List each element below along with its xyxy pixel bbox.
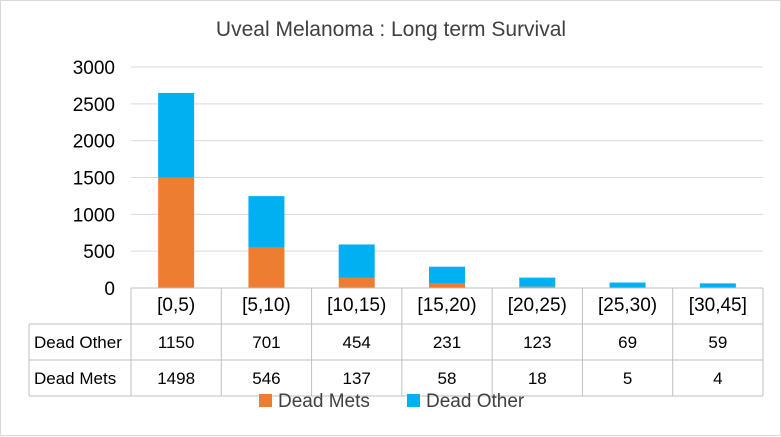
- table-cell: 69: [618, 333, 637, 352]
- legend: Dead Mets Dead Other: [259, 391, 525, 412]
- y-tick-label: 2000: [73, 132, 115, 153]
- x-category-label: [10,15): [327, 295, 386, 316]
- legend-label: Dead Other: [426, 391, 525, 412]
- x-category-label: [5,10): [242, 295, 291, 316]
- table-cell: 546: [252, 369, 280, 388]
- table-cell: 1150: [158, 333, 195, 352]
- bar-segment-dead-other: [158, 93, 194, 178]
- legend-swatch: [259, 394, 272, 407]
- table-cell: 123: [523, 333, 551, 352]
- y-tick-label: 500: [83, 242, 115, 263]
- table-cell: 454: [343, 333, 371, 352]
- bar-segment-dead-other: [339, 244, 375, 277]
- y-tick-label: 1500: [73, 169, 115, 190]
- x-category-label: [30,45]: [689, 295, 747, 316]
- table-cell: 5: [623, 369, 632, 388]
- y-tick-label: 1000: [73, 205, 115, 226]
- table-cell: 137: [343, 369, 371, 388]
- y-tick-label: 3000: [73, 58, 115, 79]
- y-tick-label: 2500: [73, 95, 115, 116]
- data-table: [0,5) [5,10) [10,15) [15,20) [20,25) [25,30) […: [29, 288, 763, 396]
- bar-segment-dead-mets: [158, 178, 194, 288]
- legend-label: Dead Mets: [278, 391, 370, 412]
- y-axis-ticks: 0 500 1000 1500 2000 2500 3000: [73, 58, 115, 300]
- table-cell: 231: [433, 333, 461, 352]
- legend-swatch: [407, 394, 420, 407]
- bar-segment-dead-other: [700, 283, 736, 287]
- bar-segment-dead-mets: [248, 248, 284, 288]
- table-row-label: Dead Mets: [34, 369, 116, 388]
- y-tick-label: 0: [104, 279, 115, 300]
- bar-segment-dead-other: [610, 283, 646, 288]
- table-cell: 59: [708, 333, 727, 352]
- bar-segment-dead-other: [429, 267, 465, 284]
- chart-title: Uveal Melanoma : Long term Survival: [216, 18, 566, 41]
- table-cell: 4: [713, 369, 722, 388]
- gridlines: [131, 67, 763, 251]
- table-cell: 701: [252, 333, 280, 352]
- x-category-label: [25,30): [598, 295, 657, 316]
- bars: [158, 93, 736, 288]
- table-row-label: Dead Other: [34, 333, 122, 352]
- x-category-label: [20,25): [508, 295, 567, 316]
- x-category-label: [15,20): [417, 295, 476, 316]
- x-category-label: [0,5): [157, 295, 195, 316]
- bar-segment-dead-mets: [339, 278, 375, 288]
- table-cell: 1498: [157, 369, 195, 388]
- table-cell: 18: [528, 369, 547, 388]
- bar-segment-dead-mets: [429, 284, 465, 288]
- bar-segment-dead-other: [248, 196, 284, 248]
- table-cell: 58: [438, 369, 457, 388]
- bar-segment-dead-other: [519, 278, 555, 287]
